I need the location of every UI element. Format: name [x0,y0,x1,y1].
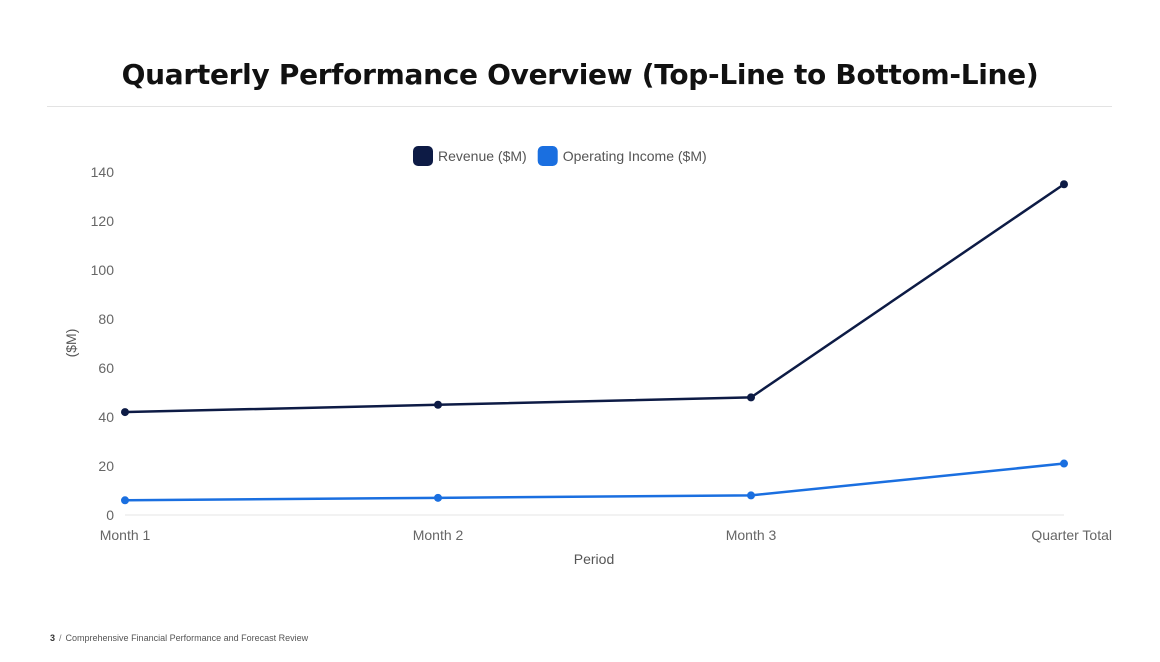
series-line [123,183,1066,414]
page-number: 3 [50,633,56,643]
data-point [121,496,129,505]
x-axis: Month 1 Month 2 Month 3 Quarter Total [100,514,1112,543]
slide-title: Quarterly Performance Overview (Top-Line… [121,58,1039,91]
legend-swatch [537,146,558,166]
legend-item: Operating Income ($M) [537,146,707,166]
y-axis: 0 20 40 60 80 100 120 140 [91,164,115,523]
x-tick-label: Month 2 [413,527,464,543]
series-revenue [121,180,1068,417]
data-point [747,491,755,500]
series-layer [121,180,1068,505]
data-point [121,408,129,417]
data-point [1060,459,1068,468]
series-line [123,462,1066,502]
y-tick-label: 80 [98,311,114,327]
legend-label: Revenue ($M) [438,148,527,164]
x-tick-label: Quarter Total [1031,527,1112,543]
y-tick-label: 20 [98,458,114,474]
y-tick-label: 120 [91,213,115,229]
footer-separator: / [59,633,62,643]
x-tick-label: Month 3 [726,527,777,543]
y-tick-label: 40 [98,409,114,425]
data-point [747,393,755,402]
series-operating-income [121,459,1068,505]
data-point [434,493,442,502]
data-point [1060,180,1068,189]
y-tick-label: 0 [106,507,114,523]
legend-item: Revenue ($M) [413,146,527,166]
data-point [434,400,442,409]
x-axis-title: Period [574,551,614,567]
footer-text: Comprehensive Financial Performance and … [65,633,309,643]
y-tick-label: 140 [91,164,115,180]
x-tick-label: Month 1 [100,527,151,543]
title-divider [47,106,1112,107]
chart-legend: Revenue ($M) Operating Income ($M) [413,146,707,166]
legend-swatch [413,146,433,166]
slide-footer: 3/Comprehensive Financial Performance an… [50,633,308,643]
legend-label: Operating Income ($M) [563,148,707,164]
y-axis-title: ($M) [63,329,79,358]
y-tick-label: 100 [91,262,115,278]
y-tick-label: 60 [98,360,114,376]
